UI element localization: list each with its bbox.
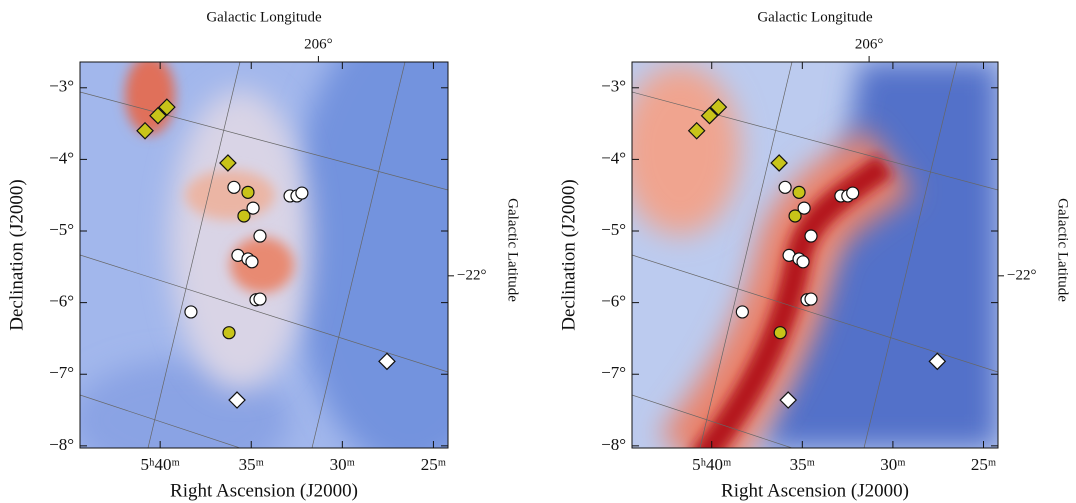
- x-tick-label: 35ᵐ: [790, 455, 815, 474]
- circle-marker: [793, 186, 805, 198]
- circle-marker: [223, 327, 235, 339]
- y-tick-label: −3°: [601, 77, 626, 96]
- y-tick-label: −4°: [601, 148, 626, 167]
- x2-tick-label: 206°: [304, 36, 333, 52]
- y-tick-label: −5°: [49, 220, 74, 239]
- x2-axis-label: Galactic Longitude: [206, 9, 322, 25]
- y-tick-label: −7°: [49, 363, 74, 382]
- y-tick-label: −4°: [49, 148, 74, 167]
- circle-marker: [247, 202, 259, 214]
- circle-marker: [779, 181, 791, 193]
- y-axis-label: Declination (J2000): [558, 179, 579, 330]
- x2-tick-label: 206°: [855, 36, 884, 52]
- circle-marker: [185, 306, 197, 318]
- y-tick-label: −8°: [49, 435, 74, 454]
- y2-tick-label: −22°: [1007, 267, 1036, 283]
- x-tick-label: 25ᵐ: [971, 455, 996, 474]
- x-tick-label: 5ʰ40ᵐ: [141, 455, 180, 474]
- circle-marker: [774, 327, 786, 339]
- y-tick-label: −7°: [601, 363, 626, 382]
- y2-tick-label: −22°: [457, 267, 486, 283]
- circle-marker: [254, 293, 266, 305]
- circle-marker: [847, 187, 859, 199]
- figure: 5ʰ40ᵐ 35ᵐ 30ᵐ 25ᵐ −3° −4° −5° −6° −7° −8° 206° −22°…: [0, 0, 1076, 503]
- x-tick-label: 30ᵐ: [330, 455, 355, 474]
- circle-marker: [798, 202, 810, 214]
- y-tick-label: −3°: [49, 77, 74, 96]
- x-axis-label: Right Ascension (J2000): [721, 480, 909, 501]
- circle-marker: [736, 306, 748, 318]
- y-tick-label: −6°: [49, 292, 74, 311]
- circle-marker: [246, 256, 258, 268]
- circle-marker: [805, 293, 817, 305]
- x-tick-label: 35ᵐ: [239, 455, 264, 474]
- y-tick-label: −6°: [601, 292, 626, 311]
- circle-marker: [242, 186, 254, 198]
- y-tick-label: −5°: [601, 220, 626, 239]
- circle-marker: [797, 256, 809, 268]
- x-tick-label: 25ᵐ: [421, 455, 446, 474]
- circle-marker: [254, 230, 266, 242]
- y2-axis-label: Galactic Latitude: [505, 198, 521, 302]
- circle-marker: [805, 230, 817, 242]
- y-axis-label: Declination (J2000): [6, 179, 27, 330]
- circle-marker: [296, 187, 308, 199]
- map-image: [70, 10, 530, 480]
- x-tick-label: 30ᵐ: [880, 455, 905, 474]
- x-tick-label: 5ʰ40ᵐ: [692, 455, 731, 474]
- x2-axis-label: Galactic Longitude: [757, 9, 873, 25]
- circle-marker: [228, 181, 240, 193]
- y-tick-label: −8°: [601, 435, 626, 454]
- y2-axis-label: Galactic Latitude: [1055, 198, 1071, 302]
- x-axis-label: Right Ascension (J2000): [170, 480, 358, 501]
